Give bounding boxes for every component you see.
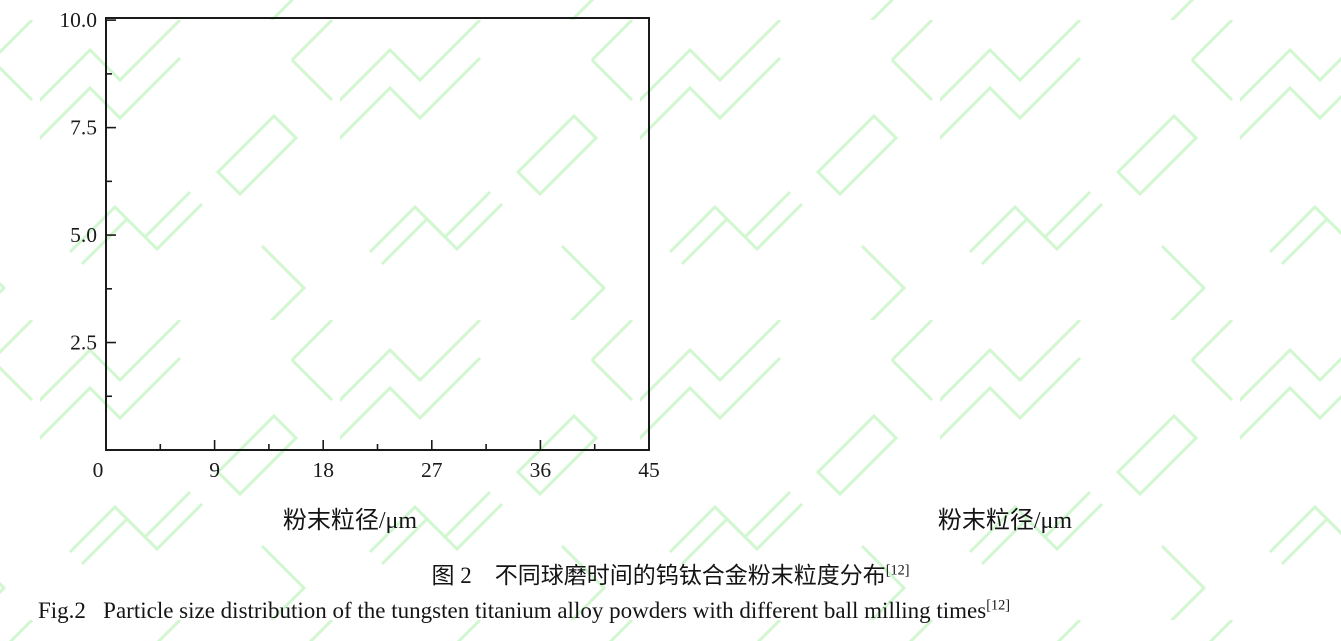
caption-chinese-text: 图 2 不同球磨时间的钨钛合金粉末粒度分布 (431, 563, 886, 588)
caption-chinese: 图 2 不同球磨时间的钨钛合金粉末粒度分布[12] (0, 556, 1341, 590)
chart-a: 0 9 18 27 36 45 2.5 5.0 7.5 10.0 (59, 8, 659, 482)
x-tick-label: 18 (312, 458, 334, 482)
y-tick-label: 2.5 (70, 331, 97, 355)
x-tick-label: 0 (93, 458, 104, 482)
caption-english-reference: [12] (986, 597, 1010, 614)
x-tick-label: 36 (530, 458, 552, 482)
x-tick-label: 45 (638, 458, 660, 482)
x-tick-label: 9 (209, 458, 220, 482)
chart-a-x-axis-title: 粉末粒径/μm (282, 508, 418, 534)
chart-a-frame (105, 17, 650, 451)
caption-chinese-reference: [12] (885, 562, 910, 579)
y-tick-label: 5.0 (70, 223, 97, 247)
x-tick-label: 27 (421, 458, 443, 482)
caption-english-text: Fig.2 Particle size distribution of the … (38, 598, 987, 623)
chart-b-x-axis-title: 粉末粒径/μm (937, 508, 1073, 534)
caption-english: Fig.2 Particle size distribution of the … (38, 598, 1010, 624)
y-tick-label: 7.5 (70, 116, 97, 140)
y-tick-label: 10.0 (59, 8, 97, 32)
